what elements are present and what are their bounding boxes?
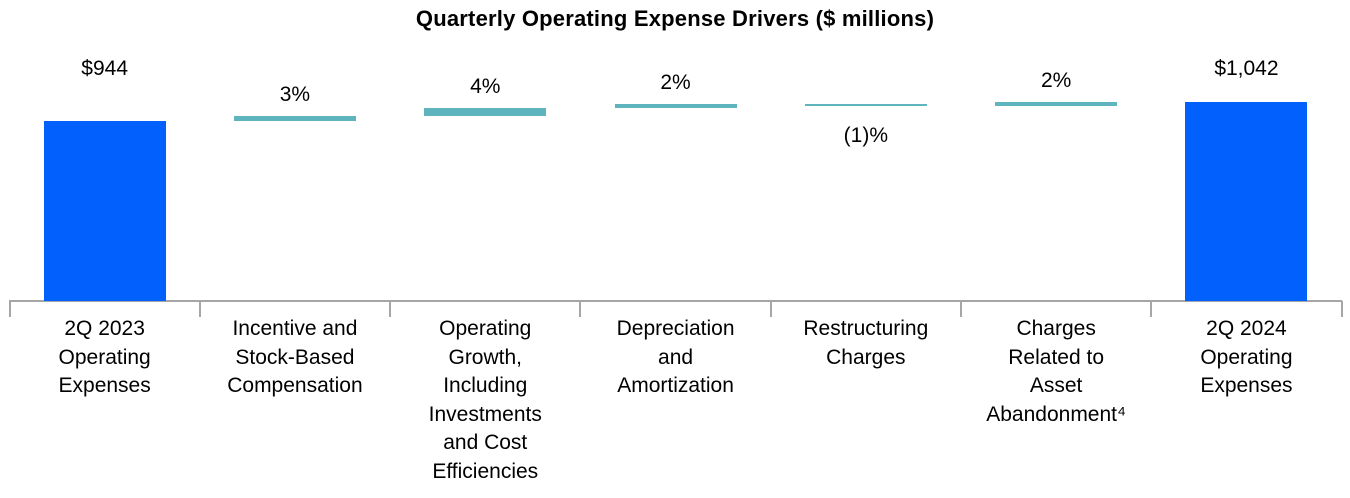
bar-value-label: (1)% [843,124,889,148]
waterfall-bar-4 [614,104,737,109]
bar-value-label: $944 [81,57,128,80]
category-label: Incentive and Stock-Based Compensation [227,317,363,397]
waterfall-bar-6 [995,102,1118,107]
bar-value-label: 2% [1040,69,1072,93]
waterfall-bar-1 [43,120,166,301]
axis-tick [769,301,772,317]
category-label: Charges Related to Asset Abandonment⁴ [986,317,1127,426]
waterfall-bar-3 [424,108,547,116]
axis-tick [960,301,962,317]
waterfall-bar-7 [1185,102,1308,301]
bar-value-label: $1,042 [1214,57,1279,80]
axis-tick [389,301,392,317]
category-label: 2Q 2023 Operating Expenses [58,317,151,397]
category-label: Depreciation and Amortization [616,317,735,397]
chart-title: Quarterly Operating Expense Drivers ($ m… [415,6,935,31]
axis-tick [1150,301,1153,317]
category-label: 2Q 2024 Operating Expenses [1200,317,1293,397]
axis-tick [1340,301,1343,317]
waterfall-bar-2 [233,115,356,121]
waterfall-bar-5 [804,104,927,107]
axis-tick [198,301,201,317]
axis-tick [8,301,11,317]
bar-value-label: 3% [279,82,311,106]
bar-value-label: 2% [660,71,691,95]
axis-tick [579,301,582,317]
bar-value-label: 4% [470,75,501,99]
category-label: Restructuring Charges [803,317,929,369]
category-label: Operating Growth, Including Investments … [428,317,542,483]
x-axis-line [9,300,1342,302]
